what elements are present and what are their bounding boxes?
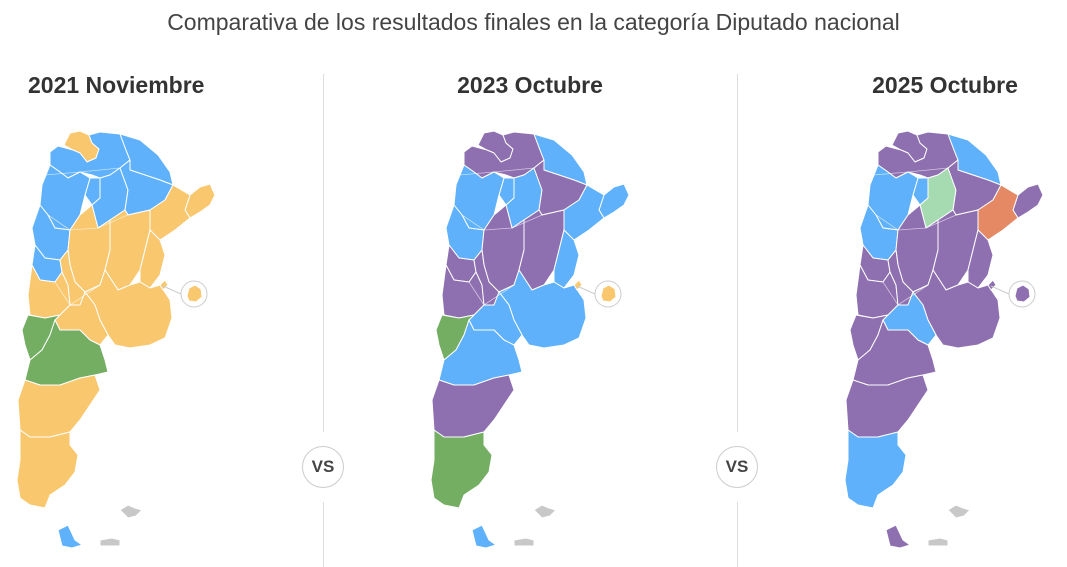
divider-bottom-left: [323, 502, 324, 567]
border-line: [461, 209, 565, 231]
province-caba: [987, 279, 997, 291]
province-santacruz: [16, 429, 79, 509]
map-2023: [430, 130, 630, 549]
province-entrerios: [139, 229, 166, 289]
border-line: [59, 249, 71, 266]
island-marker: [99, 537, 121, 547]
province-misiones: [184, 183, 216, 219]
province-entrerios: [553, 229, 580, 289]
divider-bottom-right: [737, 502, 738, 567]
caba-inset-shape: [1014, 284, 1031, 303]
caba-inset-shape: [186, 284, 203, 303]
island-marker: [513, 537, 535, 547]
border-line: [54, 281, 101, 306]
province-santacruz: [844, 429, 907, 509]
province-caba: [159, 279, 169, 291]
province-tierradelfuego: [57, 524, 83, 549]
caba-inset-leader: [990, 285, 1010, 295]
border-line: [47, 209, 151, 231]
caba-inset-shape: [600, 284, 617, 303]
province-tierradelfuego: [471, 524, 497, 549]
vs-badge-left: VS: [302, 446, 344, 488]
border-line: [468, 281, 515, 306]
divider-top-right: [737, 74, 738, 432]
province-malvinas: [947, 504, 971, 519]
province-santacruz: [430, 429, 493, 509]
border-line: [473, 249, 485, 266]
map-2025: [844, 130, 1044, 549]
province-malvinas: [119, 504, 143, 519]
province-malvinas: [533, 504, 557, 519]
map-2021: [16, 130, 216, 549]
border-line: [875, 209, 979, 231]
border-line: [882, 281, 929, 306]
divider-top-left: [323, 74, 324, 432]
province-tierradelfuego: [885, 524, 911, 549]
caba-inset-leader: [162, 285, 182, 295]
map-title-2025: 2025 Octubre: [872, 72, 1018, 98]
province-misiones: [598, 183, 630, 219]
border-line: [458, 167, 535, 176]
border-line: [44, 167, 121, 176]
vs-badge-right: VS: [716, 446, 758, 488]
island-marker: [927, 537, 949, 547]
map-title-2023: 2023 Octubre: [457, 72, 603, 98]
caba-inset-leader: [576, 285, 596, 295]
province-misiones: [1012, 183, 1044, 219]
province-entrerios: [967, 229, 994, 289]
page-title: Comparativa de los resultados finales en…: [167, 9, 900, 35]
province-caba: [573, 279, 583, 291]
map-title-2021: 2021 Noviembre: [28, 72, 205, 98]
border-line: [872, 167, 949, 176]
border-line: [887, 249, 899, 266]
